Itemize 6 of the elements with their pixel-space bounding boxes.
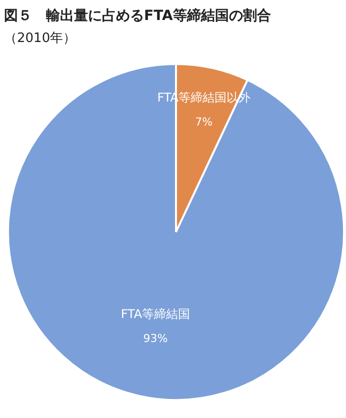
data-label: 93% [143, 332, 168, 345]
chart-subtitle: （2010年） [4, 31, 76, 46]
chart-title: 図５ 輸出量に占めるFTA等締結国の割合 [4, 7, 271, 24]
slice-label: FTA等締結国 [120, 306, 190, 321]
pie-slice [7, 63, 345, 401]
data-label: 7% [195, 115, 213, 128]
